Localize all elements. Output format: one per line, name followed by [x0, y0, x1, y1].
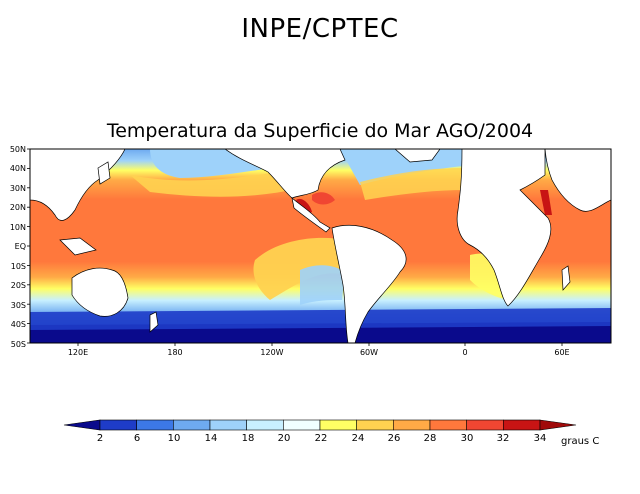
colorbar-swatch [319, 419, 357, 431]
lat-label: 40S [10, 320, 26, 329]
colorbar-swatch [429, 419, 467, 431]
colorbar-swatch [466, 419, 504, 431]
colorbar-label: 2 [96, 433, 104, 444]
map-title: Temperatura da Superficie do Mar AGO/200… [106, 120, 534, 142]
colorbar-swatch [356, 419, 394, 431]
land-new-zealand [149, 311, 159, 333]
colorbar-label: 34 [533, 433, 547, 444]
colorbar-label: 24 [351, 433, 365, 444]
lon-label: 60E [554, 348, 570, 357]
colorbar-arrow-high [539, 419, 577, 431]
lon-label: 180 [167, 348, 183, 357]
lat-label: 50N [9, 145, 26, 154]
colorbar-units: graus C [561, 436, 600, 447]
lon-label: 120E [67, 348, 89, 357]
land-japan [97, 161, 111, 185]
colorbar-label: 20 [277, 433, 291, 444]
colorbar-swatch [393, 419, 431, 431]
colorbar-label: 18 [241, 433, 255, 444]
colorbar-label: 26 [387, 433, 401, 444]
colorbar-swatch [503, 419, 541, 431]
lat-ticks [27, 148, 30, 344]
lat-label: EQ [14, 242, 26, 251]
colorbar-label: 10 [167, 433, 181, 444]
cool-north-pacific-band [130, 170, 300, 197]
cool-peru-current [300, 265, 345, 305]
land-indonesia [59, 237, 97, 256]
land-central-america [291, 197, 331, 233]
colorbar-swatch [209, 419, 247, 431]
land-south-america [331, 224, 407, 343]
colorbar-label: 6 [133, 433, 141, 444]
colorbar-label: 14 [204, 433, 218, 444]
lat-label: 40N [9, 164, 26, 173]
lat-label: 10S [10, 262, 26, 271]
hot-gulf-of-mexico [312, 192, 335, 205]
hot-gulf-of-california [296, 198, 312, 214]
colorbar-swatch [173, 419, 211, 431]
lon-ticks [77, 343, 563, 346]
colorbar-label: 22 [314, 433, 328, 444]
lat-label: 20S [10, 281, 26, 290]
cool-band-south [30, 308, 611, 330]
warm-north-atlantic [360, 168, 465, 200]
header-title: INPE/CPTEC [241, 14, 399, 44]
colorbar-swatch [136, 419, 174, 431]
hot-red-sea [540, 190, 552, 215]
colorbar-arrow-low [63, 419, 101, 431]
land [30, 149, 611, 343]
land-europe-africa [456, 149, 552, 307]
cool-north-atlantic [340, 149, 470, 185]
cold-tongue-east-pacific [253, 237, 345, 300]
colorbar-label: 30 [460, 433, 474, 444]
colorbar-label: 28 [423, 433, 437, 444]
lat-label: 30N [9, 184, 26, 193]
colorbar-swatch [99, 419, 137, 431]
colorbar-swatch [246, 419, 284, 431]
lat-label: 10N [9, 223, 26, 232]
lon-label: 0 [462, 348, 468, 357]
colorbar-swatch [283, 419, 321, 431]
land-madagascar [561, 265, 571, 291]
lat-label: 50S [10, 340, 26, 349]
colorbar-label: 32 [496, 433, 510, 444]
colorbar [63, 419, 577, 431]
land-asia [544, 149, 611, 212]
lon-label: 120W [260, 348, 284, 357]
land-australia [71, 267, 129, 317]
land-greenland [394, 149, 441, 163]
lat-label: 30S [10, 301, 26, 310]
lat-label: 20N [9, 203, 26, 212]
lon-label: 60W [359, 348, 379, 357]
